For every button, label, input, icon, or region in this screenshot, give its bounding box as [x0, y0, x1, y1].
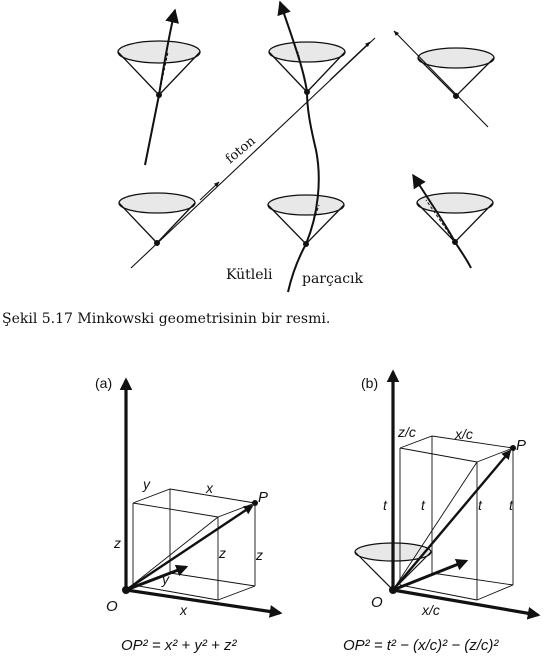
box-a: [132, 488, 256, 601]
label-origin-a: O: [106, 598, 118, 615]
figure-b-minkowski-diagram: [354, 369, 541, 620]
label-t3-b: t: [478, 497, 483, 513]
formula-b: OP² = t² − (x/c)² − (z/c)²: [343, 637, 499, 654]
photon-worldline: [130, 37, 376, 269]
box-b: [399, 435, 514, 601]
massive-particle-worldline: [277, 0, 320, 293]
figure-caption: Şekil 5.17 Minkowski geometrisinin bir r…: [2, 311, 330, 327]
label-y-axis-a: y: [161, 571, 170, 587]
op-vector-b: [392, 449, 512, 591]
panel-label-a: (a): [95, 375, 112, 391]
light-cone-icon: [267, 194, 345, 247]
y-axis-a: [125, 564, 189, 592]
x-axis-a: [125, 588, 283, 618]
xc-axis-b: [392, 588, 541, 620]
figure-a-euclidean-diagram: [119, 377, 283, 618]
particle-worldline-right: [412, 173, 472, 269]
panel-label-b: (b): [361, 375, 378, 391]
label-z-right-a: z: [255, 547, 263, 563]
label-p-a: P: [258, 489, 268, 506]
zc-axis-b: [392, 558, 469, 592]
op-vector-a: [125, 504, 254, 591]
top-light-cones-diagram: [117, 0, 495, 293]
label-p-b: P: [516, 437, 526, 454]
label-t4-b: t: [509, 497, 514, 513]
origin-point-b: [389, 586, 397, 594]
light-cone-icon: [417, 47, 495, 99]
label-x-top-a: x: [205, 480, 214, 496]
label-xc-top-b: x/c: [454, 426, 473, 442]
label-origin-b: O: [371, 594, 383, 611]
label-t1-b: t: [383, 497, 388, 513]
massive-label: Kütleli: [226, 267, 273, 283]
point-p-b: [510, 445, 516, 451]
origin-point-a: [122, 586, 130, 594]
label-zc-top-b: z/c: [397, 424, 416, 440]
formula-a: OP² = x² + y² + z²: [121, 637, 237, 654]
label-z-mid-a: z: [218, 545, 226, 561]
label-xc-axis-b: x/c: [421, 602, 440, 618]
label-x-axis-a: x: [179, 602, 188, 618]
photon-label: foton: [223, 133, 259, 167]
particle-worldline-left: [144, 8, 179, 166]
label-z-left-a: z: [113, 535, 121, 551]
point-p-a: [252, 500, 258, 506]
label-t2-b: t: [421, 497, 426, 513]
label-y-top-a: y: [142, 476, 151, 492]
light-cone-icon: [118, 192, 196, 246]
particle-label: parçacık: [302, 271, 364, 287]
photon-worldline-right: [393, 30, 489, 128]
